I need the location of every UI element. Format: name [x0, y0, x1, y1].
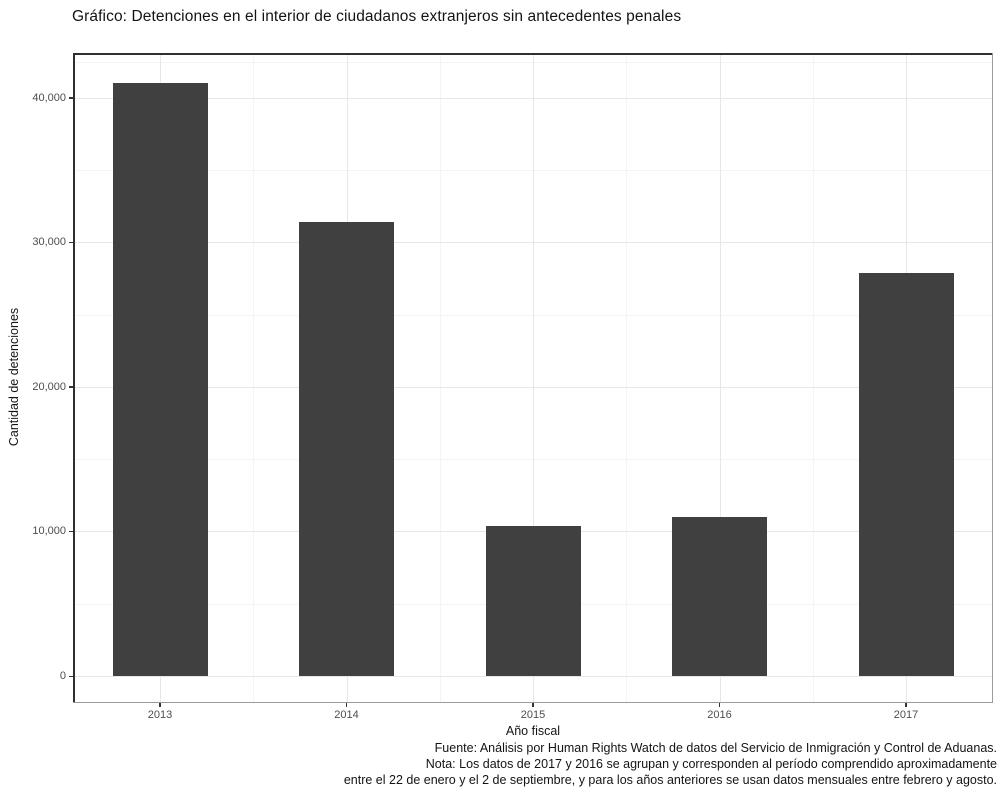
- gridline-v-major: [719, 53, 721, 703]
- caption-note-line-2: entre el 22 de enero y el 2 de septiembr…: [343, 773, 997, 787]
- x-tickmark: [905, 703, 907, 707]
- x-tick-label-2015: 2015: [520, 709, 546, 721]
- chart-title: Gráfico: Detenciones en el interior de c…: [72, 8, 682, 25]
- caption-note-line-1: Nota: Los datos de 2017 y 2016 se agrupa…: [425, 757, 997, 771]
- gridline-v-minor: [812, 53, 814, 703]
- y-tickmark: [69, 97, 73, 99]
- gridline-v-major: [533, 53, 534, 703]
- panel-border-left: [73, 53, 75, 703]
- y-tickmark: [69, 386, 73, 388]
- x-tick-label-2016: 2016: [707, 709, 732, 721]
- gridline-v-minor: [626, 53, 628, 703]
- x-tick-label-2017: 2017: [893, 709, 919, 721]
- panel-border-right: [991, 53, 993, 703]
- y-tickmark: [69, 530, 73, 533]
- y-tickmark: [69, 241, 73, 244]
- x-tick-label-2014: 2014: [334, 709, 359, 721]
- chart-caption: Fuente: Análisis por Human Rights Watch …: [7, 740, 997, 788]
- bar-2013: [112, 83, 208, 676]
- y-axis-title: Cantidad de detenciones: [7, 307, 21, 447]
- bar-2015: [485, 526, 581, 676]
- gridline-v-minor: [253, 53, 255, 703]
- panel-border-bottom: [73, 701, 993, 703]
- y-tick-label-0: 0: [59, 670, 66, 682]
- bar-2014: [299, 222, 394, 676]
- x-tickmark: [718, 703, 721, 707]
- caption-source-line: Fuente: Análisis por Human Rights Watch …: [434, 741, 997, 755]
- y-tick-label-30000: 30,000: [32, 236, 66, 249]
- y-tick-label-10000: 10,000: [32, 525, 66, 538]
- x-tick-label-2013: 2013: [147, 709, 173, 721]
- panel-border-top: [73, 53, 993, 55]
- y-tick-label-20000: 20,000: [32, 380, 66, 393]
- x-axis-title: Año fiscal: [505, 724, 561, 738]
- y-tickmark: [69, 675, 73, 677]
- x-tickmark: [159, 703, 161, 707]
- bar-2017: [858, 272, 954, 676]
- bar-2016: [672, 516, 767, 676]
- x-tickmark: [532, 703, 534, 707]
- x-tickmark: [345, 703, 348, 707]
- gridline-v-minor: [439, 53, 441, 703]
- plot-panel: [73, 53, 993, 703]
- y-tick-label-40000: 40,000: [32, 91, 66, 104]
